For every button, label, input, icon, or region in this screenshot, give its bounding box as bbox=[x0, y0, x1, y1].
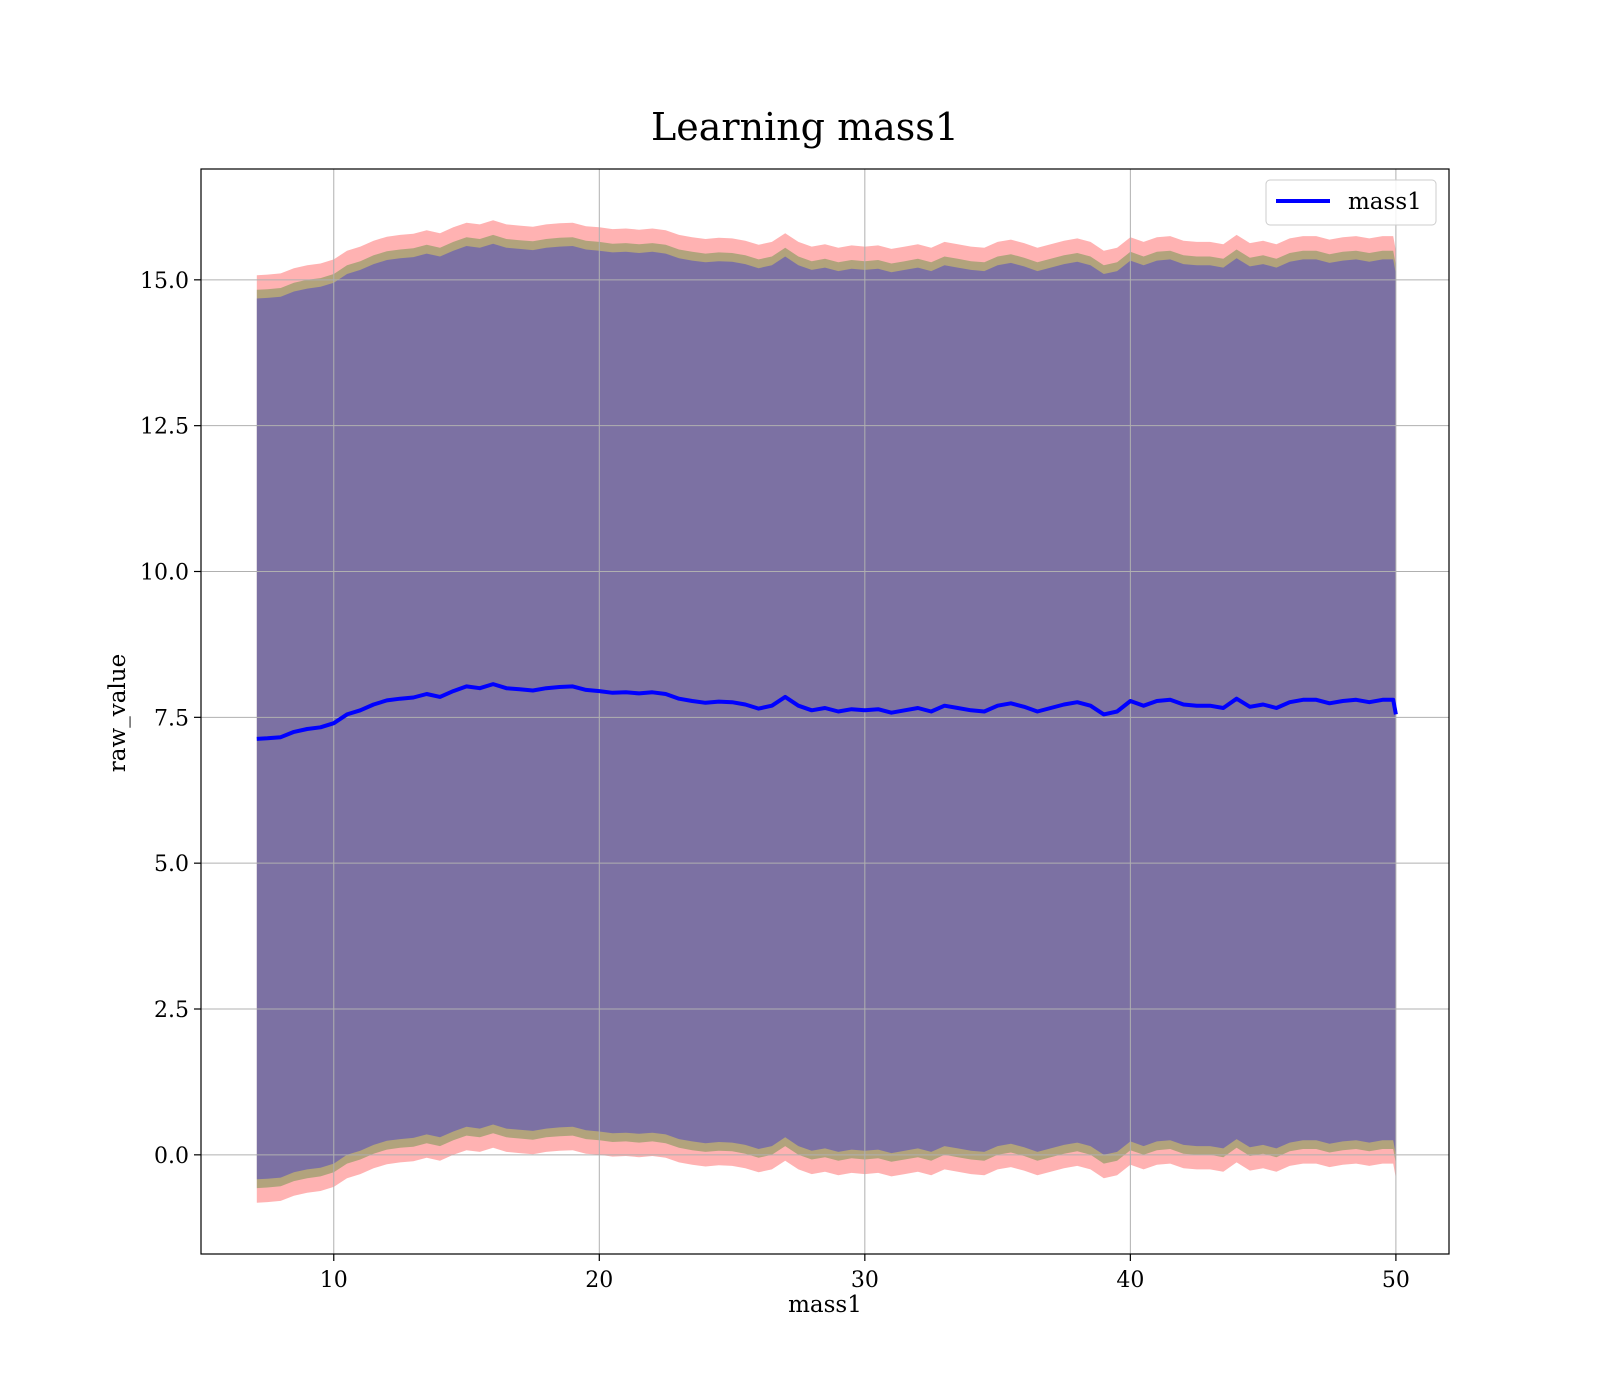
confidence-band-3 bbox=[256, 243, 1396, 1180]
x-axis-ticks: 10 20 30 40 50 bbox=[320, 1254, 1410, 1293]
legend-label: mass1 bbox=[1348, 189, 1422, 215]
x-tick-label: 50 bbox=[1382, 1268, 1410, 1293]
chart-title: Learning mass1 bbox=[651, 105, 959, 149]
y-axis-ticks: 0.0 2.5 5.0 7.5 10.0 12.5 15.0 bbox=[140, 269, 201, 1169]
x-tick-label: 10 bbox=[320, 1268, 348, 1293]
y-tick-label: 5.0 bbox=[154, 852, 189, 877]
x-axis-label: mass1 bbox=[788, 1292, 862, 1318]
grid bbox=[201, 169, 1449, 1254]
y-tick-label: 7.5 bbox=[154, 706, 189, 731]
series-line-mass1 bbox=[256, 682, 1398, 741]
confidence-band-2 bbox=[256, 234, 1396, 1189]
y-tick-label: 2.5 bbox=[154, 998, 189, 1023]
legend-box bbox=[1265, 179, 1437, 226]
y-axis-label: raw_value bbox=[105, 654, 131, 772]
legend: mass1 bbox=[1265, 179, 1437, 226]
y-tick-label: 0.0 bbox=[154, 1144, 189, 1169]
plot-frame bbox=[200, 168, 1450, 1255]
y-tick-label: 10.0 bbox=[140, 561, 189, 586]
x-tick-label: 30 bbox=[851, 1268, 879, 1293]
confidence-band-1 bbox=[256, 220, 1396, 1203]
series-lines bbox=[256, 682, 1398, 741]
confidence-bands bbox=[256, 220, 1396, 1203]
y-tick-label: 15.0 bbox=[140, 269, 189, 294]
y-tick-label: 12.5 bbox=[140, 415, 189, 440]
x-tick-label: 40 bbox=[1116, 1268, 1144, 1293]
x-tick-label: 20 bbox=[585, 1268, 613, 1293]
